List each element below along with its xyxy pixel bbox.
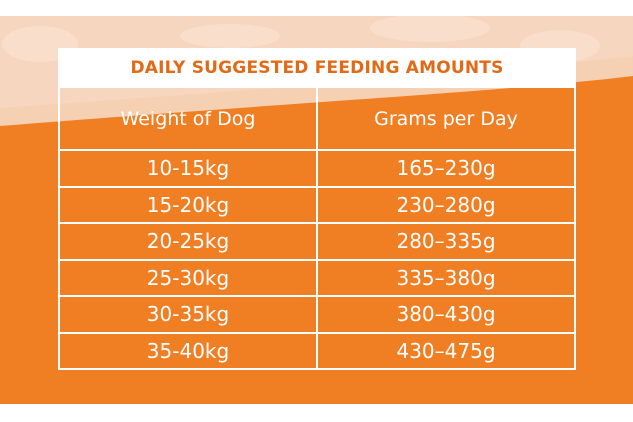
grams-cell: 335–380g — [316, 258, 576, 298]
grams-cell: 165–230g — [316, 149, 576, 188]
grams-cell: 380–430g — [316, 295, 576, 334]
weight-cell: 20-25kg — [58, 222, 318, 261]
weight-cell: 35-40kg — [58, 331, 318, 371]
table-title-row: DAILY SUGGESTED FEEDING AMOUNTS — [58, 47, 576, 89]
weight-cell: 25-30kg — [58, 258, 318, 298]
grams-cell: 280–335g — [316, 222, 576, 261]
table-row: 10-15kg 165–230g — [58, 149, 576, 188]
table-header-row: Weight of Dog Grams per Day — [58, 86, 576, 152]
feeding-amounts-table: DAILY SUGGESTED FEEDING AMOUNTS Weight o… — [58, 47, 576, 371]
grams-cell: 430–475g — [316, 331, 576, 371]
weight-cell: 10-15kg — [58, 149, 318, 188]
table-row: 15-20kg 230–280g — [58, 185, 576, 225]
weight-cell: 30-35kg — [58, 295, 318, 334]
table-row: 20-25kg 280–335g — [58, 222, 576, 261]
weight-cell: 15-20kg — [58, 185, 318, 225]
table-row: 30-35kg 380–430g — [58, 295, 576, 334]
table-title: DAILY SUGGESTED FEEDING AMOUNTS — [58, 47, 576, 89]
header-weight-of-dog: Weight of Dog — [58, 86, 318, 152]
grams-cell: 230–280g — [316, 185, 576, 225]
header-grams-per-day: Grams per Day — [316, 86, 576, 152]
table-row: 25-30kg 335–380g — [58, 258, 576, 298]
table-row: 35-40kg 430–475g — [58, 331, 576, 371]
